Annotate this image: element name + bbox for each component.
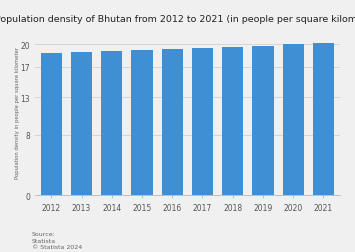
Bar	[252, 46, 273, 195]
Bar	[192, 49, 213, 195]
Bar	[222, 48, 243, 195]
Bar	[283, 45, 304, 195]
Bar	[71, 53, 92, 195]
Bar	[101, 52, 122, 195]
Bar	[41, 54, 62, 195]
Bar	[131, 51, 153, 195]
Y-axis label: Population density in people per square kilometer: Population density in people per square …	[15, 47, 20, 179]
Text: Source:
Statista
© Statista 2024: Source: Statista © Statista 2024	[32, 231, 82, 249]
Bar	[162, 50, 183, 195]
Bar	[313, 44, 334, 195]
Title: Population density of Bhutan from 2012 to 2021 (in people per square kilometer): Population density of Bhutan from 2012 t…	[0, 15, 355, 24]
